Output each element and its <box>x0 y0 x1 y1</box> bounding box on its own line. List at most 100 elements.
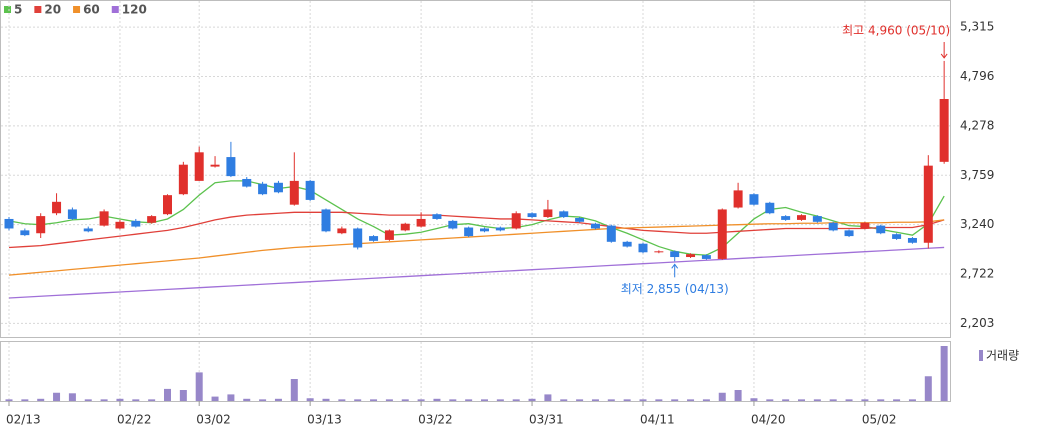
volume-bar <box>37 398 45 401</box>
volume-bar <box>782 399 790 401</box>
volume-bar <box>908 399 916 401</box>
volume-bar <box>243 398 251 401</box>
y-tick-label: 5,315 <box>960 20 994 34</box>
legend-swatch <box>111 6 119 13</box>
candle-body <box>781 216 791 220</box>
volume-bar <box>465 399 473 401</box>
candle-body <box>4 218 14 229</box>
candle-body <box>654 251 664 253</box>
volume-bar <box>53 392 61 401</box>
candle-body <box>844 230 854 237</box>
volume-bar <box>148 399 156 401</box>
y-tick-label: 4,278 <box>960 118 994 132</box>
volume-bar <box>21 399 29 401</box>
volume-bar <box>829 399 837 401</box>
legend-swatch <box>73 6 81 13</box>
x-tick-label: 03/13 <box>307 413 342 427</box>
volume-bar <box>560 399 568 401</box>
candle-body <box>416 218 426 227</box>
volume-bar <box>481 399 488 401</box>
x-tick-label: 04/11 <box>640 413 675 427</box>
volume-bar <box>544 394 552 401</box>
volume-bar <box>179 390 187 401</box>
candle-body <box>670 251 680 258</box>
y-tick-label: 2,722 <box>960 266 994 280</box>
volume-bar <box>607 399 615 401</box>
volume-panel <box>0 341 951 402</box>
candle-body <box>812 216 822 222</box>
candle-body <box>939 99 949 162</box>
volume-bar <box>798 399 805 401</box>
candle-body <box>273 182 283 193</box>
candle-body <box>337 228 347 234</box>
volume-bar <box>132 399 140 401</box>
volume-bar <box>274 398 282 401</box>
candle-body <box>210 164 220 167</box>
volume-bar <box>639 399 647 401</box>
legend-label: 20 <box>44 3 61 17</box>
ma-line <box>8 246 945 299</box>
ma-line <box>8 180 945 256</box>
candle-body <box>527 213 537 218</box>
candle-body <box>353 228 363 248</box>
candle-body <box>400 223 410 231</box>
candle-body <box>876 225 886 234</box>
ma-line <box>8 219 945 276</box>
volume-bar <box>813 399 821 401</box>
annotation-low: 최저 2,855 (04/13) <box>621 282 729 296</box>
x-tick-label: 03/31 <box>529 413 564 427</box>
x-tick-label: 02/13 <box>6 413 41 427</box>
volume-bar <box>671 399 679 401</box>
y-tick-label: 2,203 <box>960 316 994 330</box>
volume-bar <box>211 396 219 401</box>
candle-body <box>226 157 236 177</box>
candle-body <box>575 218 585 222</box>
candle-body <box>686 254 696 258</box>
volume-bar <box>385 399 393 401</box>
candle-body <box>638 243 648 253</box>
candle-body <box>828 222 838 231</box>
volume-bar <box>116 398 124 401</box>
y-tick-label: 3,240 <box>960 217 994 231</box>
candle-body <box>765 202 775 214</box>
volume-bar <box>401 399 409 401</box>
x-tick-label: 02/22 <box>117 413 152 427</box>
volume-bar <box>623 399 631 401</box>
candle-body <box>448 220 458 229</box>
candle-body <box>860 222 870 229</box>
candle-body <box>701 255 711 259</box>
candle-body <box>163 195 172 215</box>
annotation-high: 최고 4,960 (05/10) <box>842 24 950 38</box>
candle-body <box>606 225 616 242</box>
candle-body <box>115 221 125 229</box>
volume-bar <box>718 392 726 401</box>
candle-body <box>543 209 553 218</box>
candle-body <box>384 230 394 240</box>
volume-bar <box>766 399 774 401</box>
legend-label: 60 <box>83 3 100 17</box>
candle-body <box>289 180 299 205</box>
legend-swatch <box>4 6 11 13</box>
y-tick-label: 4,796 <box>960 69 994 83</box>
candle-body <box>178 164 188 195</box>
candle-body <box>733 190 743 208</box>
volume-bar <box>417 399 425 401</box>
volume-bar <box>370 399 378 401</box>
volume-bar <box>750 398 758 401</box>
candle-body <box>480 228 489 232</box>
volume-bar <box>924 376 932 401</box>
candle-body <box>258 183 268 195</box>
candle-body <box>99 211 109 226</box>
x-tick-label: 03/02 <box>196 413 231 427</box>
candle-body <box>52 201 62 214</box>
volume-bar <box>845 399 853 401</box>
candle-body <box>20 230 30 236</box>
volume-bar <box>496 399 504 401</box>
candle-body <box>36 216 46 234</box>
volume-bar <box>512 399 520 401</box>
annotation-arrowhead <box>940 53 948 59</box>
ma-line <box>8 211 945 249</box>
candle-body <box>432 214 442 219</box>
volume-bar <box>227 394 235 401</box>
